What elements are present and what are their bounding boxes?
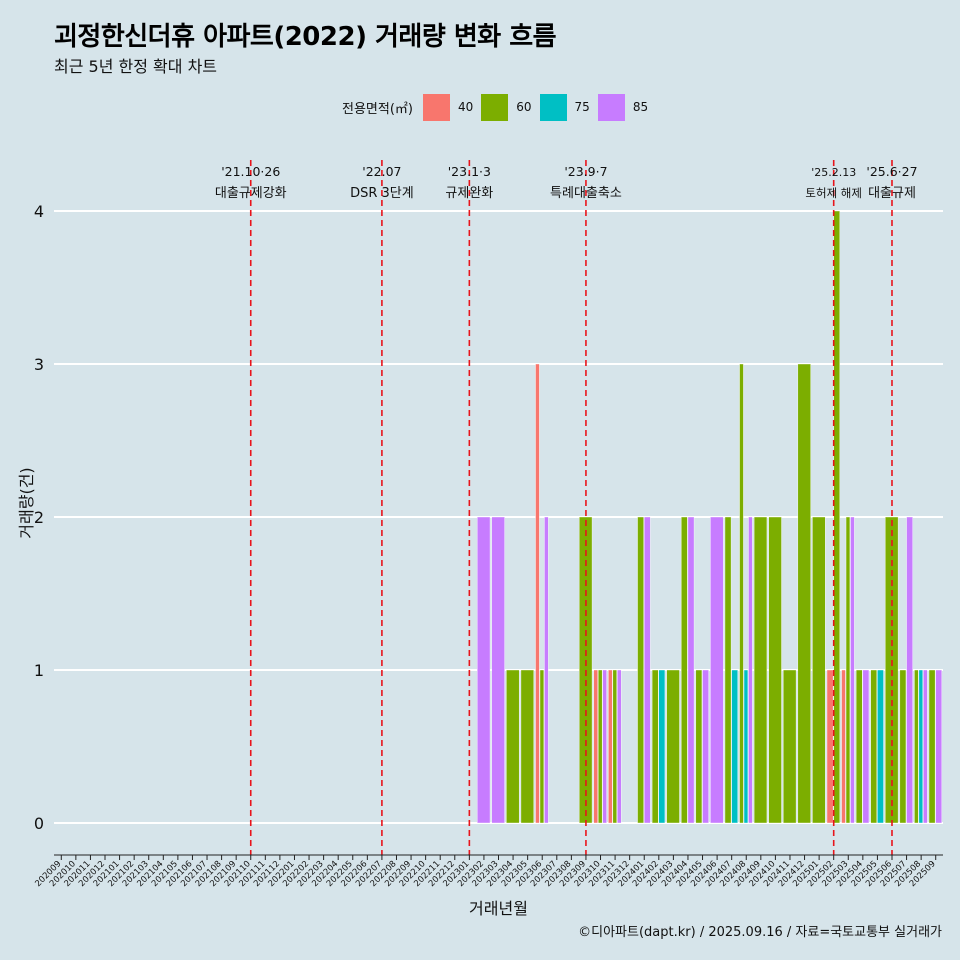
- bar-202503-40: [841, 669, 846, 824]
- bar-202502-60: [833, 210, 841, 824]
- bar-202311-40: [608, 669, 613, 824]
- bar-202412-60: [797, 363, 811, 824]
- y-tick-label: 3: [34, 355, 44, 374]
- event-date-202110: '21.10·26: [221, 164, 280, 179]
- event-date-202301: '23.1·3: [448, 164, 491, 179]
- legend-swatch-60: [481, 93, 509, 121]
- chart-title: 괴정한신더휴 아파트(2022) 거래량 변화 흐름: [54, 22, 557, 52]
- bar-202508-60: [914, 669, 919, 824]
- legend: 전용면적(㎡) 40 60 75 85: [342, 93, 656, 121]
- bar-202507-60: [899, 669, 907, 824]
- y-tick-label: 4: [34, 202, 44, 221]
- bar-202407-75: [731, 669, 738, 824]
- event-label-202506: 대출규제: [868, 186, 916, 201]
- bar-202411-60: [783, 669, 797, 824]
- source-caption: ©디아파트(dapt.kr) / 2025.09.16 / 자료=국토교통부 실…: [578, 925, 942, 940]
- bar-202504-60: [855, 669, 863, 824]
- bar-202410-60: [768, 516, 782, 824]
- bar-202405-60: [695, 669, 703, 824]
- event-annotations: '21.10·26 대출규제강화 '22.07 DSR 3단계 '23.1·3 규제완화 '…: [215, 164, 918, 201]
- legend-item-40: 40: [422, 93, 474, 121]
- legend-label-60: 60: [516, 100, 532, 114]
- bar-202401-60: [637, 516, 644, 824]
- event-lines: [249, 160, 893, 855]
- bar-202305-60: [520, 669, 534, 824]
- legend-item-60: 60: [481, 93, 532, 121]
- event-date-202309: '23.9·7: [564, 164, 607, 179]
- legend-item-75: 75: [539, 93, 590, 121]
- legend-title: 전용면적(㎡): [342, 101, 413, 117]
- bar-202407-60: [724, 516, 732, 824]
- y-tick-label: 2: [34, 508, 44, 527]
- bar-202401-85: [644, 516, 651, 824]
- bar-202508-85: [923, 669, 928, 824]
- bar-202408-60: [739, 363, 744, 824]
- event-label-202502: 토허제 해제: [805, 186, 862, 200]
- event-label-202207: DSR 3단계: [350, 186, 414, 201]
- bar-202502-40: [826, 669, 834, 824]
- bar-202408-85: [748, 516, 753, 824]
- bar-202503-60: [845, 516, 851, 824]
- event-date-202502: '25.2.13: [811, 166, 856, 179]
- bar-202310-85: [602, 669, 607, 824]
- legend-item-85: 85: [597, 93, 649, 121]
- legend-label-75: 75: [574, 100, 590, 114]
- bar-202409-60: [753, 516, 768, 824]
- bar-202503-85: [850, 516, 855, 824]
- y-tick-label: 1: [34, 661, 44, 680]
- x-axis-title: 거래년월: [469, 899, 528, 918]
- bar-202402-75: [658, 669, 666, 824]
- legend-swatch-75: [539, 93, 567, 121]
- bar-202304-60: [506, 669, 520, 824]
- bar-202311-60: [612, 669, 617, 824]
- bar-202406-85: [710, 516, 724, 824]
- event-date-202207: '22.07: [362, 164, 401, 179]
- bar-202306-60: [539, 669, 545, 824]
- bar-202405-85: [702, 669, 709, 824]
- bar-202505-60: [870, 669, 878, 824]
- event-label-202309: 특례대출축소: [550, 186, 622, 201]
- legend-label-40: 40: [457, 100, 474, 114]
- bar-202509-85: [935, 669, 943, 824]
- bars: [477, 210, 943, 824]
- bar-202404-60: [681, 516, 688, 824]
- y-axis-title: 거래량(건): [17, 467, 36, 538]
- legend-label-85: 85: [632, 100, 649, 114]
- chart-subtitle: 최근 5년 한정 확대 차트: [54, 57, 218, 76]
- bar-202310-60: [598, 669, 603, 824]
- event-label-202301: 규제완화: [445, 186, 493, 201]
- bar-202402-60: [651, 669, 659, 824]
- legend-swatch-40: [422, 93, 450, 121]
- bar-202507-85: [906, 516, 913, 824]
- bar-202509-60: [928, 669, 936, 824]
- bar-202306-40: [535, 363, 540, 824]
- bar-202302-85: [477, 516, 491, 824]
- legend-swatch-85: [597, 93, 625, 121]
- event-label-202110: 대출규제강화: [215, 186, 287, 201]
- bar-202504-85: [862, 669, 870, 824]
- event-date-202506: '25.6·27: [866, 164, 917, 179]
- bar-202306-85: [544, 516, 549, 824]
- bar-202403-60: [666, 669, 680, 824]
- y-tick-label: 0: [34, 814, 44, 833]
- bar-202505-75: [877, 669, 884, 824]
- bar-202501-60: [812, 516, 826, 824]
- bar-202404-85: [687, 516, 695, 824]
- bar-202408-75: [743, 669, 749, 824]
- bar-202508-75: [918, 669, 923, 824]
- bar-202310-40: [593, 669, 598, 824]
- bar-202311-85: [617, 669, 622, 824]
- bar-202303-85: [491, 516, 505, 824]
